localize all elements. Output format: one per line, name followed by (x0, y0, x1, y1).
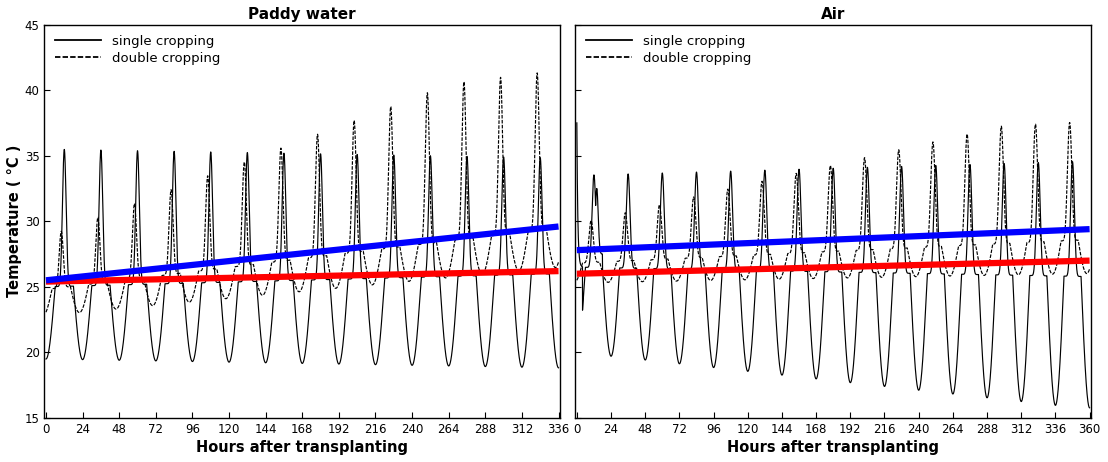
X-axis label: Hours after transplanting: Hours after transplanting (727, 440, 940, 455)
Legend: single cropping, double cropping: single cropping, double cropping (51, 31, 224, 69)
Title: Paddy water: Paddy water (248, 7, 356, 22)
Legend: single cropping, double cropping: single cropping, double cropping (582, 31, 755, 69)
Y-axis label: Temperature ( °C ): Temperature ( °C ) (7, 145, 22, 298)
X-axis label: Hours after transplanting: Hours after transplanting (196, 440, 408, 455)
Title: Air: Air (821, 7, 845, 22)
